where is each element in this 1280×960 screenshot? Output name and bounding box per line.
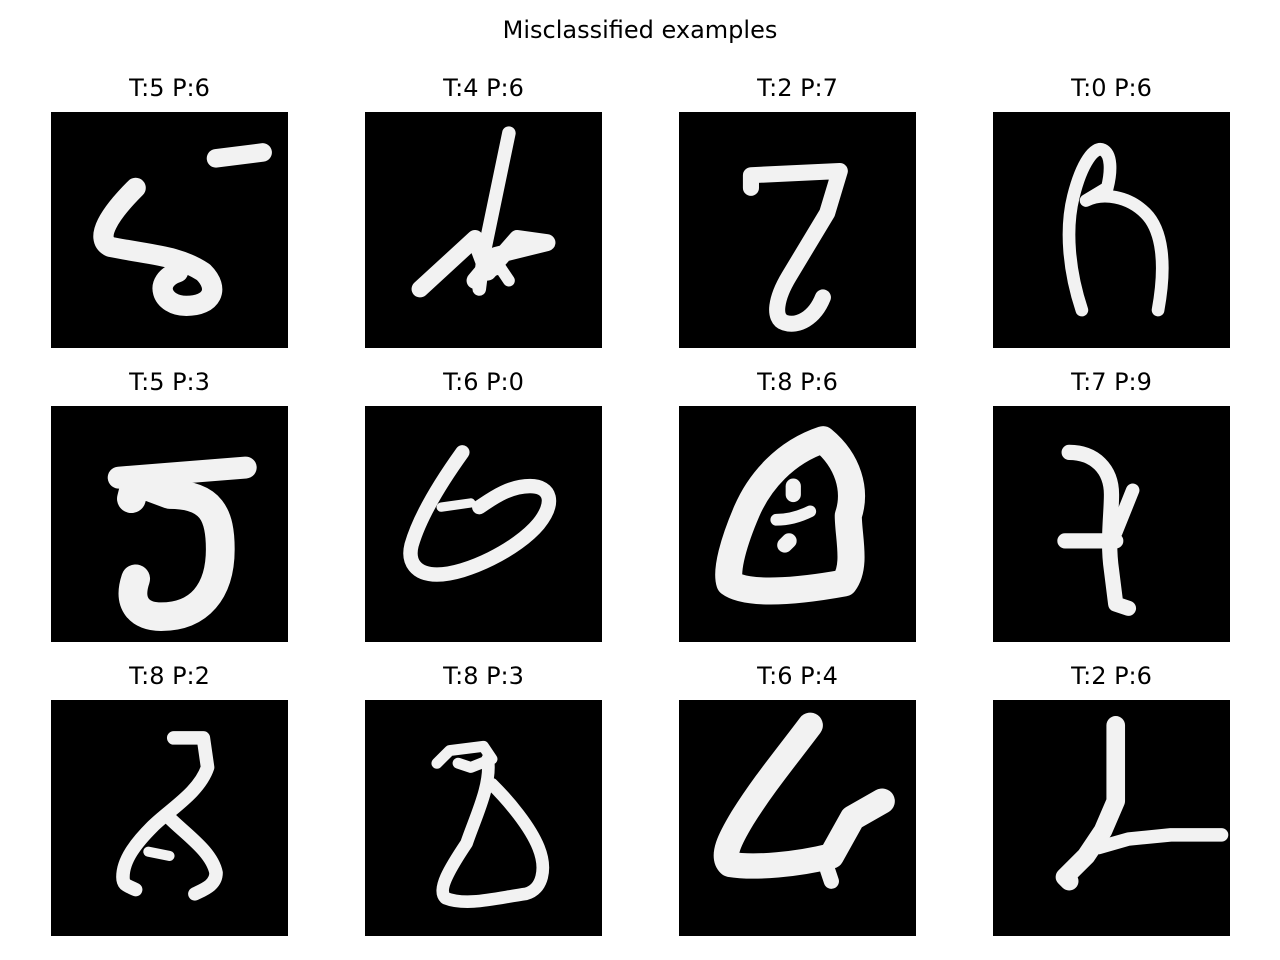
digit-image — [679, 112, 916, 348]
sample-label: T:5 P:3 — [129, 368, 210, 396]
sample-label: T:4 P:6 — [443, 74, 524, 102]
digit-image — [51, 700, 288, 936]
digit-image — [679, 406, 916, 642]
sample-label: T:7 P:9 — [1071, 368, 1152, 396]
sample-label: T:2 P:6 — [1071, 662, 1152, 690]
sample-label: T:0 P:6 — [1071, 74, 1152, 102]
sample-label: T:6 P:0 — [443, 368, 524, 396]
digit-image — [365, 406, 602, 642]
sample-label: T:2 P:7 — [757, 74, 838, 102]
sample-label: T:8 P:6 — [757, 368, 838, 396]
digit-image — [679, 700, 916, 936]
sample-label: T:8 P:3 — [443, 662, 524, 690]
digit-image — [993, 112, 1230, 348]
digit-image — [365, 112, 602, 348]
digit-image — [51, 112, 288, 348]
sample-label: T:8 P:2 — [129, 662, 210, 690]
figure-title: Misclassified examples — [502, 16, 778, 44]
digit-image — [365, 700, 602, 936]
digit-image — [993, 700, 1230, 936]
digit-image — [993, 406, 1230, 642]
sample-label: T:6 P:4 — [757, 662, 838, 690]
digit-image — [51, 406, 288, 642]
sample-label: T:5 P:6 — [129, 74, 210, 102]
